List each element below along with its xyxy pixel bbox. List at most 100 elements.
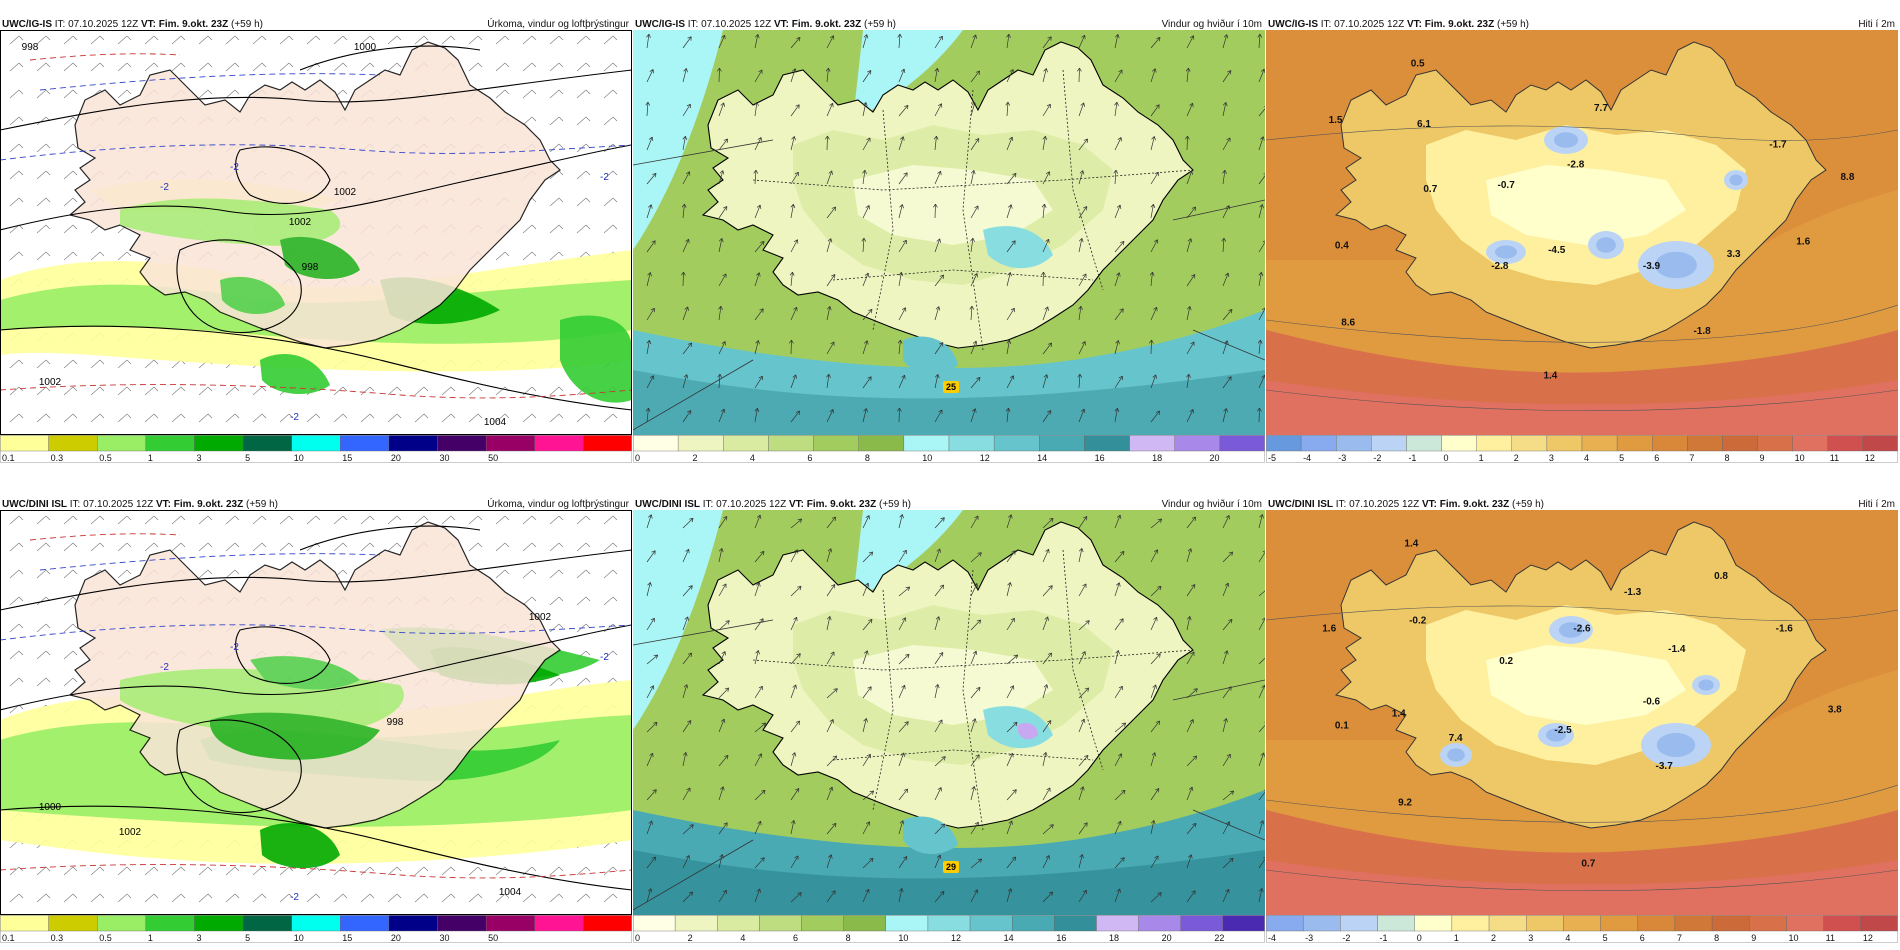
legend-swatch: [437, 435, 487, 452]
temperature-value: 7.7: [1594, 103, 1608, 114]
weather-map[interactable]: 1002 998 1000 1002 1004 -2 -2 -2 -2: [0, 510, 632, 915]
legend-label: 6: [793, 933, 798, 943]
legend-label: 3: [1528, 933, 1533, 943]
temperature-label: -2: [290, 412, 299, 423]
legend-label: 3: [1549, 453, 1554, 463]
legend-swatch: [1488, 915, 1527, 932]
legend-swatch: [1563, 915, 1601, 932]
vt-value: Fim. 9.okt. 23Z: [173, 499, 244, 510]
vt-label: VT:: [155, 499, 171, 510]
wind-arrows: [646, 514, 1265, 903]
legend-swatch: [1526, 915, 1564, 932]
legend-label: 8: [1724, 453, 1729, 463]
isobar-label: 1002: [39, 377, 62, 388]
legend-label: 2: [1491, 933, 1496, 943]
temperature-values: 0.5 1.5 6.1 7.7 -2.8 -0.7 0.7 -1.7 8.8 0.4 -2.8 -4.…: [1329, 58, 1855, 381]
vt-label: VT:: [1406, 19, 1422, 30]
legend-label: -3: [1305, 933, 1313, 943]
model-name: UWC/DINI ISL: [635, 499, 700, 510]
temperature-value: 0.2: [1499, 656, 1513, 667]
legend-swatch: [633, 435, 679, 452]
legend-swatch: [768, 435, 814, 452]
it-value: 07.10.2025 12Z: [1349, 499, 1420, 510]
isobar-label: 998: [22, 42, 39, 53]
legend-label: 20: [391, 933, 401, 943]
panel-dini-temp: UWC/DINI ISL IT: 07.10.2025 12Z VT: Fim.…: [1266, 480, 1898, 943]
region-borders: [752, 69, 1194, 351]
vt-value: Fim. 9.okt. 23Z: [1424, 19, 1495, 30]
weather-map[interactable]: 1.4 1.6 -0.2 -1.3 0.8 -2.6 -1.6 0.2 -1.4 -0.6 3.8 0…: [1266, 510, 1898, 915]
legend-label: 10: [1788, 933, 1798, 943]
legend-swatch: [1546, 435, 1583, 452]
temperature-value: -0.2: [1409, 615, 1427, 626]
legend-swatch: [903, 435, 950, 452]
legend-label: 10: [922, 453, 932, 463]
legend-swatch: [194, 915, 244, 932]
legend-swatch: [340, 915, 390, 932]
legend-label: 50: [488, 453, 498, 463]
temperature-contours: [1266, 605, 1898, 891]
legend-swatch: [858, 435, 905, 452]
isobar-labels: 1002 998 1000 1002 1004: [39, 612, 552, 898]
legend-swatch: [1511, 435, 1548, 452]
legend-label: 6: [807, 453, 812, 463]
it-value: 07.10.2025 12Z: [83, 499, 154, 510]
weather-map[interactable]: 25: [633, 30, 1265, 435]
legend-label: 7: [1689, 453, 1694, 463]
legend-swatch: [1652, 435, 1688, 452]
legend-svg: 0 2 4 6 8 10 12 14 16 18 20 22: [633, 915, 1265, 943]
panel-igis-temp: UWC/IG-IS IT: 07.10.2025 12Z VT: Fim. 9.…: [1266, 0, 1898, 463]
map-svg: 1002 998 1000 1002 1004 -2 -2 -2 -2: [0, 510, 632, 915]
it-value: 07.10.2025 12Z: [68, 19, 139, 30]
legend-swatch: [534, 915, 584, 932]
legend-label: 14: [1037, 453, 1047, 463]
wind-arrows: [645, 33, 1265, 423]
field-title: Hiti í 2m: [1858, 499, 1895, 510]
legend-label: 3: [196, 453, 201, 463]
vt-value: Fim. 9.okt. 23Z: [158, 19, 229, 30]
legend-label: 16: [1056, 933, 1066, 943]
legend-label: 20: [391, 453, 401, 463]
temperature-value: -2.5: [1554, 725, 1572, 736]
isobar-label: 1002: [119, 827, 142, 838]
temperature-values: 1.4 1.6 -0.2 -1.3 0.8 -2.6 -1.6 0.2 -1.4 -0.6 3.8 0…: [1322, 538, 1842, 869]
legend-swatch: [801, 915, 844, 932]
weather-map[interactable]: 29: [633, 510, 1265, 915]
legend-swatch: [1827, 435, 1864, 452]
it-label: IT:: [69, 499, 81, 510]
weather-map[interactable]: 0.5 1.5 6.1 7.7 -2.8 -0.7 0.7 -1.7 8.8 0.4 -2.8 -4.…: [1266, 30, 1898, 435]
legend-label: 8: [1714, 933, 1719, 943]
temperature-zone: [1486, 165, 1686, 245]
temperature-labels: -2 -2 -2 -2: [160, 162, 609, 423]
temperature-value: 8.8: [1840, 172, 1854, 183]
legend-label: -5: [1268, 453, 1276, 463]
temperature-label: -2: [600, 172, 609, 183]
legend-label: 5: [245, 453, 250, 463]
legend-label: 0.5: [99, 453, 112, 463]
map-svg: 0.5 1.5 6.1 7.7 -2.8 -0.7 0.7 -1.7 8.8 0.4 -2.8 -4.…: [1266, 30, 1898, 435]
legend-swatch: [145, 435, 195, 452]
vt-label: VT:: [140, 19, 156, 30]
legend-swatch: [1792, 435, 1828, 452]
legend-label: 12: [951, 933, 961, 943]
wind-speed-field: [633, 30, 1265, 435]
it-label: IT:: [702, 499, 714, 510]
legend-swatch: [1039, 435, 1085, 452]
legend-label: 0: [1444, 453, 1449, 463]
legend-label: 30: [440, 933, 450, 943]
map-svg: 1.4 1.6 -0.2 -1.3 0.8 -2.6 -1.6 0.2 -1.4 -0.6 3.8 0…: [1266, 510, 1898, 915]
legend-label: 3: [196, 933, 201, 943]
legend-label: 22: [1214, 933, 1224, 943]
legend-label: 10: [294, 933, 304, 943]
legend-label: 1: [148, 453, 153, 463]
legend-swatch: [1266, 435, 1302, 452]
temperature-value: -3.9: [1643, 261, 1661, 272]
legend-swatch: [0, 915, 49, 932]
temperature-value: 9.2: [1398, 798, 1412, 809]
temperature-label: -2: [230, 642, 239, 653]
wind-zone: [853, 645, 1053, 725]
legend-swatch: [242, 915, 292, 932]
legend-label: 50: [488, 933, 498, 943]
weather-map[interactable]: 998 1000 1002 1002 998 1002 1004 -2 -2 -2 -2: [0, 30, 632, 435]
legend-swatch: [1687, 435, 1723, 452]
